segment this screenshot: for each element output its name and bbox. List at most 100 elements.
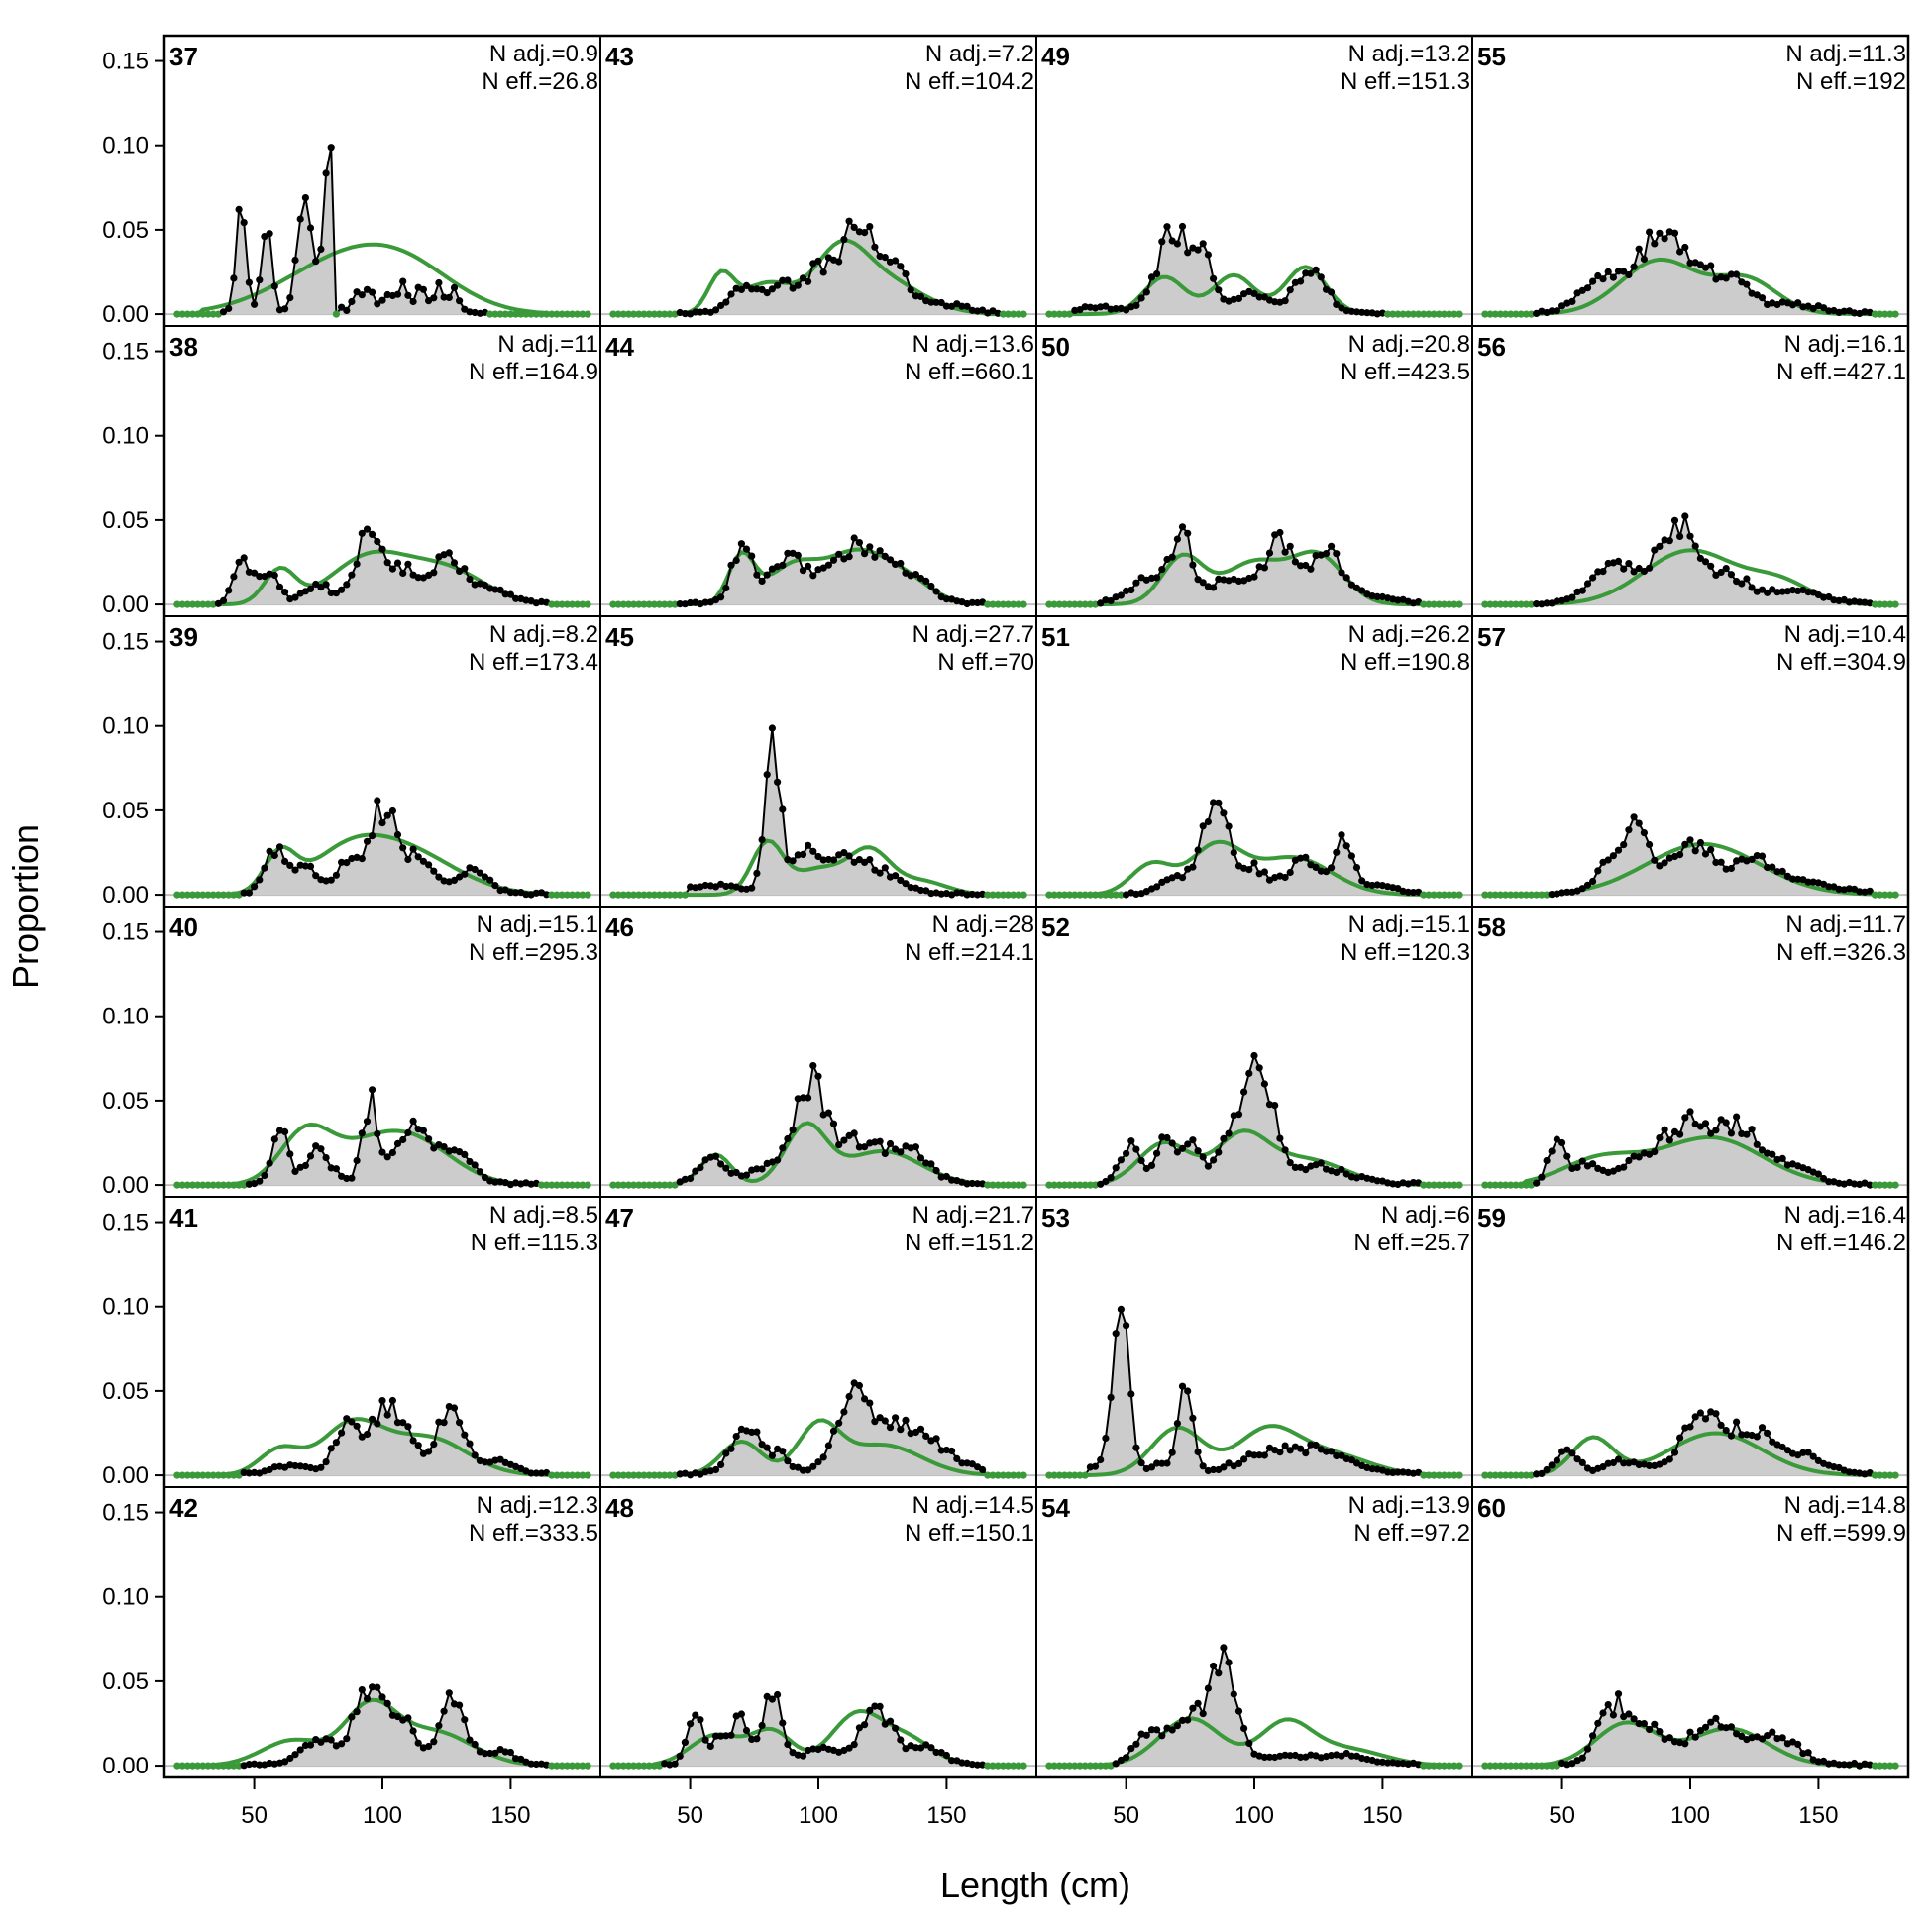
observed-point bbox=[245, 889, 253, 897]
observed-point bbox=[845, 553, 853, 561]
observed-point bbox=[1076, 1181, 1084, 1189]
observed-point bbox=[584, 891, 591, 899]
observed-point bbox=[661, 1471, 669, 1479]
observed-point bbox=[393, 559, 402, 567]
observed-area bbox=[176, 147, 589, 315]
observed-point bbox=[317, 1738, 325, 1746]
observed-point bbox=[1573, 1163, 1581, 1171]
observed-point bbox=[1394, 1760, 1402, 1768]
observed-area bbox=[176, 1089, 589, 1186]
observed-point bbox=[1758, 294, 1767, 302]
panel-38: 38 N adj.=11N eff.=164.9 bbox=[163, 325, 601, 617]
observed-point bbox=[624, 1762, 633, 1770]
observed-point bbox=[1517, 1762, 1525, 1770]
observed-point bbox=[1614, 1455, 1623, 1463]
observed-point bbox=[850, 1741, 858, 1749]
observed-point bbox=[450, 1404, 459, 1412]
observed-point bbox=[1583, 284, 1592, 292]
observed-point bbox=[805, 1466, 812, 1474]
observed-point bbox=[1614, 1690, 1623, 1698]
observed-point bbox=[1168, 1449, 1176, 1456]
observed-point bbox=[1778, 588, 1786, 595]
observed-point bbox=[404, 855, 412, 864]
observed-point bbox=[748, 1428, 756, 1436]
observed-point bbox=[338, 1429, 346, 1437]
observed-point bbox=[558, 1471, 566, 1479]
observed-point bbox=[1281, 1442, 1289, 1449]
observed-point bbox=[235, 1181, 243, 1189]
observed-point bbox=[727, 1445, 735, 1452]
observed-point bbox=[194, 1181, 202, 1189]
observed-point bbox=[199, 1471, 207, 1479]
observed-point bbox=[1045, 1762, 1053, 1770]
observed-point bbox=[450, 283, 459, 291]
observed-point bbox=[907, 286, 914, 294]
observed-point bbox=[1097, 1455, 1105, 1464]
observed-point bbox=[1563, 888, 1571, 896]
observed-point bbox=[1738, 580, 1746, 588]
observed-point bbox=[270, 1463, 278, 1471]
observed-point bbox=[1086, 1762, 1094, 1770]
observed-point bbox=[301, 1161, 309, 1170]
observed-point bbox=[881, 1417, 889, 1425]
observed-point bbox=[1886, 1181, 1894, 1189]
observed-point bbox=[1312, 552, 1320, 560]
observed-point bbox=[1717, 1421, 1725, 1429]
observed-point bbox=[794, 281, 802, 289]
observed-point bbox=[456, 1419, 464, 1427]
observed-point bbox=[425, 1448, 433, 1455]
observed-point bbox=[927, 582, 935, 590]
observed-point bbox=[374, 1129, 381, 1138]
observed-point bbox=[999, 1181, 1008, 1189]
observed-point bbox=[1333, 300, 1341, 308]
expected-line bbox=[1484, 1431, 1896, 1478]
observed-point bbox=[1250, 1051, 1258, 1060]
observed-point bbox=[1425, 310, 1433, 318]
n-adj-label: N adj.=16.4 bbox=[1784, 1202, 1906, 1229]
observed-point bbox=[579, 1471, 587, 1479]
observed-point bbox=[711, 1465, 720, 1474]
observed-point bbox=[1097, 891, 1105, 899]
observed-point bbox=[1851, 1180, 1859, 1188]
observed-point bbox=[393, 1139, 402, 1147]
observed-point bbox=[1189, 1704, 1197, 1712]
observed-point bbox=[1394, 596, 1402, 604]
panel-50: 50 N adj.=20.8N eff.=423.5 bbox=[1035, 325, 1473, 617]
observed-point bbox=[994, 891, 1002, 899]
observed-point bbox=[369, 288, 376, 296]
observed-point bbox=[876, 869, 884, 877]
observed-point bbox=[876, 1702, 884, 1710]
observed-point bbox=[1881, 891, 1889, 899]
observed-point bbox=[994, 1181, 1002, 1189]
observed-point bbox=[948, 1176, 956, 1184]
observed-point bbox=[742, 545, 751, 553]
observed-point bbox=[1127, 1137, 1135, 1145]
observed-point bbox=[753, 571, 761, 579]
observed-point bbox=[1189, 1136, 1197, 1144]
observed-point bbox=[1317, 867, 1325, 875]
observed-point bbox=[322, 169, 330, 177]
y-axis-title: Proportion bbox=[5, 824, 46, 989]
observed-point bbox=[1753, 1140, 1761, 1148]
observed-point bbox=[912, 571, 920, 579]
observed-point bbox=[1871, 1471, 1878, 1479]
observed-point bbox=[1635, 245, 1643, 253]
observed-point bbox=[984, 1762, 992, 1770]
observed-point bbox=[1614, 268, 1623, 275]
observed-point bbox=[871, 1418, 879, 1426]
observed-point bbox=[1060, 600, 1069, 608]
observed-point bbox=[584, 1471, 591, 1479]
observed-point bbox=[501, 310, 509, 318]
observed-point bbox=[1071, 1181, 1079, 1189]
observed-point bbox=[1814, 1170, 1822, 1178]
observed-point bbox=[1333, 550, 1341, 558]
observed-point bbox=[574, 310, 582, 318]
observed-point bbox=[1234, 1459, 1243, 1467]
observed-point bbox=[953, 889, 961, 897]
observed-point bbox=[989, 1762, 997, 1770]
observed-point bbox=[481, 873, 489, 881]
observed-point bbox=[1691, 847, 1699, 855]
observed-point bbox=[409, 1727, 417, 1735]
observed-point bbox=[789, 857, 797, 865]
observed-point bbox=[1127, 1390, 1135, 1398]
